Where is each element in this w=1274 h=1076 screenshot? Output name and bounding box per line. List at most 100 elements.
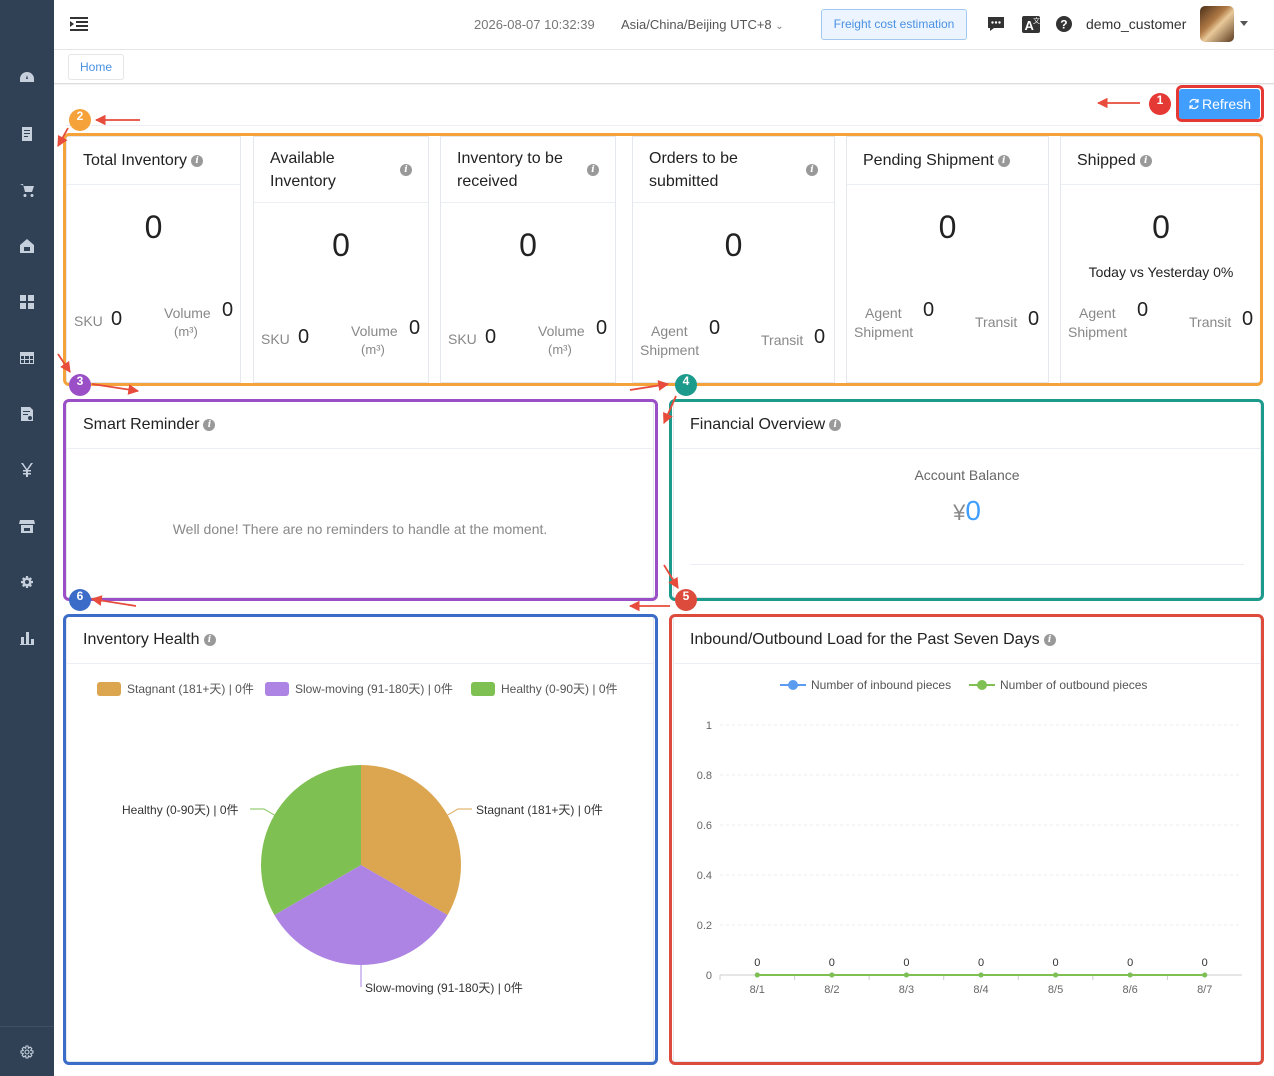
info-icon[interactable]: i xyxy=(587,164,599,176)
timezone-select[interactable]: Asia/China/Beijing UTC+8 ⌄ xyxy=(621,17,784,32)
y-tick-label: 0.6 xyxy=(697,820,712,832)
x-tick-label: 8/2 xyxy=(824,984,839,996)
gear-icon[interactable] xyxy=(17,572,37,592)
cart-icon[interactable] xyxy=(17,180,37,200)
transit-label: Transit xyxy=(975,314,1018,330)
info-icon[interactable]: i xyxy=(203,418,216,431)
empty-reminder-text: Well done! There are no reminders to han… xyxy=(172,521,548,537)
card-header: Inventory to be received i xyxy=(441,137,615,203)
card-title: Smart Reminder i xyxy=(83,413,216,436)
x-tick-label: 8/7 xyxy=(1197,984,1212,996)
settings-icon[interactable] xyxy=(17,1042,37,1062)
x-tick-label: 8/5 xyxy=(1048,984,1063,996)
data-point-outbound xyxy=(829,972,835,978)
avatar[interactable] xyxy=(1200,6,1234,42)
menu-toggle-icon[interactable] xyxy=(70,16,88,32)
info-icon[interactable]: i xyxy=(203,633,216,646)
financial-overview-card: Financial Overview i Account Balance ¥0 xyxy=(673,400,1261,598)
data-label: 0 xyxy=(1053,957,1059,969)
toolbar-divider xyxy=(66,125,1262,126)
y-tick-label: 0.8 xyxy=(697,770,712,782)
legend-swatch xyxy=(97,681,121,696)
pie-label-stagnant: Stagnant (181+天) | 0件 xyxy=(475,803,603,817)
info-icon[interactable]: i xyxy=(191,154,204,167)
data-label: 0 xyxy=(1202,957,1208,969)
legend-swatch xyxy=(265,681,289,696)
volume-value: 0 xyxy=(409,317,421,339)
legend-slow-moving[interactable]: Slow-moving (91-180天) | 0件 xyxy=(265,680,453,697)
pending-shipment-value: 0 xyxy=(938,209,957,245)
y-tick-label: 0.2 xyxy=(697,920,712,932)
pie-leader-line xyxy=(250,808,275,816)
apps-icon[interactable] xyxy=(17,292,37,312)
bar-chart-icon[interactable] xyxy=(17,628,37,648)
info-icon[interactable]: i xyxy=(829,418,842,431)
card-header: Inbound/Outbound Load for the Past Seven… xyxy=(674,616,1260,664)
list-icon[interactable] xyxy=(17,124,37,144)
currency-symbol: ¥ xyxy=(953,500,966,525)
shipped-value: 0 xyxy=(1152,209,1170,245)
card-title: Inventory Health i xyxy=(83,628,216,651)
total-inventory-value: 0 xyxy=(144,209,163,245)
store-icon[interactable] xyxy=(17,516,37,536)
yen-icon[interactable] xyxy=(17,460,37,480)
report-icon[interactable] xyxy=(17,404,37,424)
transit-label: Transit xyxy=(761,332,804,348)
legend-healthy[interactable]: Healthy (0-90天) | 0件 xyxy=(471,680,618,697)
volume-label: Volume xyxy=(164,305,211,321)
legend-outbound[interactable]: Number of outbound pieces xyxy=(969,678,1147,692)
pie-slice-stagnant xyxy=(361,765,461,915)
sku-value: 0 xyxy=(298,326,310,348)
dashboard-icon[interactable] xyxy=(17,68,37,88)
volume-value: 0 xyxy=(222,299,234,321)
legend-stagnant[interactable]: Stagnant (181+天) | 0件 xyxy=(97,680,254,697)
y-tick-label: 0 xyxy=(706,970,712,982)
freight-cost-button[interactable]: Freight cost estimation xyxy=(821,9,967,40)
caret-down-icon[interactable] xyxy=(1240,21,1248,26)
agent-shipment-label-2: Shipment xyxy=(640,342,700,358)
warehouse-icon[interactable] xyxy=(17,236,37,256)
legend-line-outbound xyxy=(969,680,995,690)
annotation-badge-3: 3 xyxy=(69,374,91,396)
table-icon[interactable] xyxy=(17,348,37,368)
sku-label: SKU xyxy=(74,313,103,329)
username[interactable]: demo_customer xyxy=(1086,16,1187,32)
data-label: 0 xyxy=(754,957,760,969)
refresh-button[interactable]: Refresh xyxy=(1179,89,1260,119)
info-icon[interactable]: i xyxy=(1043,633,1056,646)
pie-label-healthy: Healthy (0-90天) | 0件 xyxy=(122,803,239,817)
card-header: Available Inventory i xyxy=(254,137,428,203)
info-icon[interactable]: i xyxy=(400,164,412,176)
available-inventory-card: Available Inventory i 0 SKU 0 Volume (m³)… xyxy=(253,136,429,383)
pie-slice-healthy xyxy=(261,765,361,915)
tags-view: Home xyxy=(54,50,1274,84)
transit-label: Transit xyxy=(1189,314,1232,330)
svg-text:文: 文 xyxy=(1033,16,1040,25)
transit-value: 0 xyxy=(814,326,826,348)
help-icon[interactable]: ? xyxy=(1054,14,1074,34)
info-icon[interactable]: i xyxy=(806,164,818,176)
orders-to-submit-card: Orders to be submitted i 0 Agent Shipment… xyxy=(632,136,835,383)
card-title: Shipped i xyxy=(1077,149,1152,172)
volume-unit: (m³) xyxy=(174,324,198,339)
info-icon[interactable]: i xyxy=(1139,154,1152,167)
chevron-down-icon: ⌄ xyxy=(775,21,784,32)
volume-unit: (m³) xyxy=(361,342,385,357)
tab-home[interactable]: Home xyxy=(68,54,125,80)
pie-label-slow-moving: Slow-moving (91-180天) | 0件 xyxy=(365,981,523,995)
info-icon[interactable]: i xyxy=(997,154,1010,167)
legend-inbound[interactable]: Number of inbound pieces xyxy=(780,678,951,692)
pie-leader-line xyxy=(447,808,472,816)
smart-reminder-card: Smart Reminder i Well done! There are no … xyxy=(66,400,654,598)
message-icon[interactable] xyxy=(986,14,1006,34)
card-title: Financial Overview i xyxy=(690,413,842,436)
top-navbar: 2026-08-07 10:32:39 Asia/China/Beijing U… xyxy=(54,0,1274,50)
x-tick-label: 8/6 xyxy=(1122,984,1137,996)
account-balance-label: Account Balance xyxy=(914,467,1020,483)
annotation-badge-2: 2 xyxy=(69,109,91,131)
data-point-outbound xyxy=(1053,972,1059,978)
card-header: Pending Shipment i xyxy=(847,137,1048,185)
data-label: 0 xyxy=(978,957,984,969)
card-header: Financial Overview i xyxy=(674,401,1260,449)
